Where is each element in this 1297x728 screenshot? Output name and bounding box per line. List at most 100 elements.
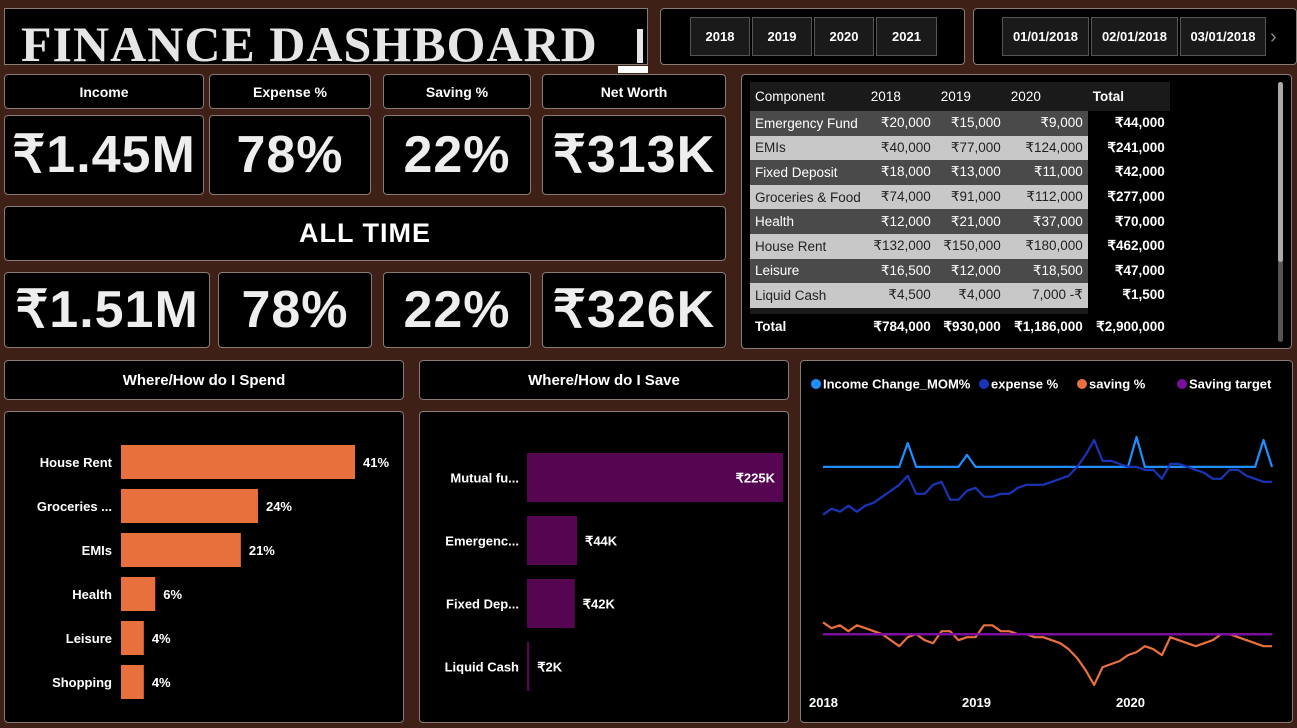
- kpi-value-text: ₹1.45M: [12, 126, 196, 184]
- trend-line-chart: Income Change_MOM% expense % saving % Savin…: [809, 377, 1274, 710]
- table-cell: ₹15,000: [935, 111, 1006, 136]
- legend-marker: [1077, 379, 1087, 389]
- table-cell: ₹18,000: [865, 160, 936, 185]
- kpi-alltime-networth: ₹326K: [542, 272, 726, 348]
- kpi-value-text: ₹326K: [552, 281, 716, 339]
- table-row[interactable]: House Rent ₹132,000 ₹150,000 ₹180,000 ₹462,0…: [750, 233, 1170, 259]
- table-scrollbar-thumb[interactable]: [1278, 82, 1283, 262]
- save-bar[interactable]: [527, 516, 578, 565]
- table-cell: ₹42,000: [1087, 160, 1170, 185]
- total-cell: ₹784,000: [865, 313, 936, 340]
- table-row[interactable]: Health ₹12,000 ₹21,000 ₹37,000 ₹70,000: [750, 209, 1170, 234]
- kpi-alltime-expense: 78%: [218, 272, 372, 348]
- kpi-header-income: Income: [4, 74, 204, 109]
- year-slicer-item[interactable]: 2021: [876, 17, 937, 56]
- spend-bar[interactable]: [121, 489, 258, 523]
- table-cell: ₹74,000: [865, 184, 936, 210]
- table-cell: ₹70,000: [1087, 209, 1170, 234]
- chevron-right-icon[interactable]: ›: [1270, 26, 1277, 48]
- spend-data-label: 4%: [152, 631, 171, 646]
- table-cell: ₹4,000: [935, 283, 1006, 308]
- legend-label[interactable]: saving %: [1089, 377, 1146, 392]
- save-bar[interactable]: [527, 579, 575, 628]
- table-row[interactable]: Groceries & Food ₹74,000 ₹91,000 ₹112,000 ₹2…: [750, 184, 1170, 210]
- spend-bar[interactable]: [121, 445, 355, 479]
- table-cell-component: Groceries & Food: [750, 184, 866, 210]
- spacer-cell: [1005, 307, 1088, 314]
- year-slicer-item[interactable]: 2020: [814, 17, 874, 56]
- legend-label[interactable]: expense %: [991, 377, 1059, 392]
- column-header[interactable]: 2020: [1005, 82, 1088, 111]
- table-cell-component: House Rent: [750, 233, 866, 259]
- spacer-cell: [750, 307, 866, 314]
- column-header[interactable]: Total: [1087, 82, 1170, 111]
- save-chart-title: Where/How do I Save: [419, 360, 789, 400]
- spacer-cell: [865, 307, 936, 314]
- table-cell-component: Health: [750, 209, 866, 234]
- column-header[interactable]: 2018: [865, 82, 936, 111]
- table-row[interactable]: EMIs ₹40,000 ₹77,000 ₹124,000 ₹241,000: [750, 135, 1170, 161]
- x-tick-label: 2018: [809, 695, 838, 710]
- kpi-expense-value: 78%: [209, 115, 371, 195]
- kpi-value-text: ₹1.51M: [15, 281, 199, 339]
- table-total-row: Total ₹784,000 ₹930,000 ₹1,186,000 ₹2,900,00…: [750, 313, 1170, 340]
- spend-bar[interactable]: [121, 621, 144, 655]
- page-title: FINANCE DASHBOARD: [21, 16, 598, 72]
- spend-category-label: Leisure: [66, 631, 112, 646]
- spacer-cell: [935, 307, 1006, 314]
- table-cell: ₹91,000: [935, 184, 1006, 210]
- kpi-alltime-saving: 22%: [383, 272, 531, 348]
- legend-marker: [811, 379, 821, 389]
- table-cell: ₹21,000: [935, 209, 1006, 234]
- column-header[interactable]: 2019: [935, 82, 1006, 111]
- alltime-label: ALL TIME: [4, 206, 726, 261]
- series-line[interactable]: [822, 621, 1272, 687]
- table-cell: ₹277,000: [1087, 184, 1170, 210]
- spend-bar[interactable]: [121, 665, 144, 699]
- save-category-label: Liquid Cash: [445, 660, 519, 675]
- total-cell: ₹2,900,000: [1087, 313, 1170, 340]
- save-data-label: ₹2K: [537, 660, 563, 675]
- table-cell-component: Fixed Deposit: [750, 160, 866, 185]
- legend-label[interactable]: Income Change_MOM%: [823, 377, 971, 392]
- table-row[interactable]: Liquid Cash ₹4,500 ₹4,000 7,000 -₹ ₹1,500: [750, 283, 1170, 308]
- x-tick-label: 2020: [1116, 695, 1145, 710]
- save-bar[interactable]: [527, 453, 783, 502]
- title-notch: [618, 66, 648, 73]
- total-cell: ₹930,000: [935, 313, 1006, 340]
- table-cell-component: EMIs: [750, 135, 866, 161]
- kpi-header-networth: Net Worth: [542, 74, 726, 109]
- spend-chart-title: Where/How do I Spend: [4, 360, 404, 400]
- legend-label[interactable]: Saving target: [1189, 377, 1272, 392]
- spend-category-label: Groceries ...: [37, 499, 112, 514]
- table-row[interactable]: Fixed Deposit ₹18,000 ₹13,000 ₹11,000 ₹42,00…: [750, 160, 1170, 185]
- table-cell: ₹44,000: [1087, 111, 1170, 136]
- legend-marker: [1177, 379, 1187, 389]
- title-cursor: [637, 29, 643, 63]
- legend-marker: [979, 379, 989, 389]
- total-cell: ₹1,186,000: [1005, 313, 1088, 340]
- spend-bar-chart: House Rent 41% Groceries ... 24% EMIs 21% Heal…: [37, 445, 389, 699]
- save-bar[interactable]: [527, 642, 530, 691]
- column-header[interactable]: Component: [750, 82, 866, 111]
- series-line[interactable]: [822, 438, 1272, 516]
- save-data-label: ₹42K: [583, 597, 616, 612]
- date-slicer-item[interactable]: 02/01/2018: [1091, 17, 1178, 56]
- table-cell: ₹132,000: [865, 233, 936, 259]
- spend-data-label: 21%: [249, 543, 275, 558]
- series-line[interactable]: [823, 435, 1274, 469]
- table-cell: ₹241,000: [1087, 135, 1170, 161]
- date-slicer-item[interactable]: 01/01/2018: [1002, 17, 1089, 56]
- year-slicer-item[interactable]: 2018: [690, 17, 750, 56]
- table-cell: ₹47,000: [1087, 258, 1170, 284]
- date-slicer-item[interactable]: 03/01/2018: [1180, 17, 1266, 56]
- table-cell: ₹9,000: [1005, 111, 1088, 136]
- table-cell: ₹37,000: [1005, 209, 1088, 234]
- table-row[interactable]: Emergency Fund ₹20,000 ₹15,000 ₹9,000 ₹44,00…: [750, 111, 1170, 136]
- spend-bar[interactable]: [121, 577, 156, 611]
- table-row[interactable]: Leisure ₹16,500 ₹12,000 ₹18,500 ₹47,000: [750, 258, 1170, 284]
- table-cell-component: Leisure: [750, 258, 866, 284]
- year-slicer-item[interactable]: 2019: [752, 17, 812, 56]
- spend-bar[interactable]: [121, 533, 241, 567]
- save-category-label: Mutual fu...: [450, 471, 519, 486]
